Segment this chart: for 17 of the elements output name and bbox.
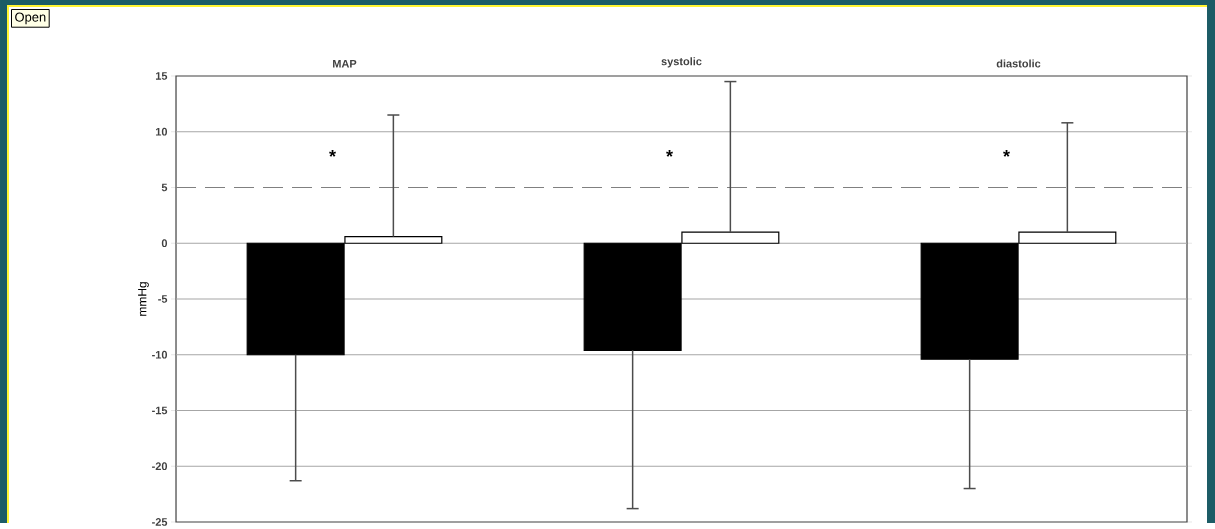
y-tick-label: 0: [161, 239, 168, 248]
annotation: *: [1003, 150, 1010, 157]
annotation: *: [329, 150, 336, 157]
y-tick-label: -25: [152, 518, 168, 526]
x-tick-label: diastolic: [996, 59, 1041, 68]
y-tick-label: -10: [152, 350, 168, 359]
text: Open: [15, 12, 46, 25]
y-tick-label: -20: [152, 462, 168, 471]
x-tick-label: systolic: [661, 57, 702, 68]
y-tick-label: -15: [152, 406, 168, 415]
y-tick-label: 5: [161, 183, 168, 192]
y-tick-label: 15: [155, 72, 168, 80]
x-tick-label: MAP: [333, 59, 357, 68]
y-axis-title: mmHg: [138, 282, 149, 316]
annotation: *: [666, 150, 673, 157]
y-tick-label: -5: [158, 295, 168, 303]
y-tick-label: 10: [155, 127, 168, 136]
